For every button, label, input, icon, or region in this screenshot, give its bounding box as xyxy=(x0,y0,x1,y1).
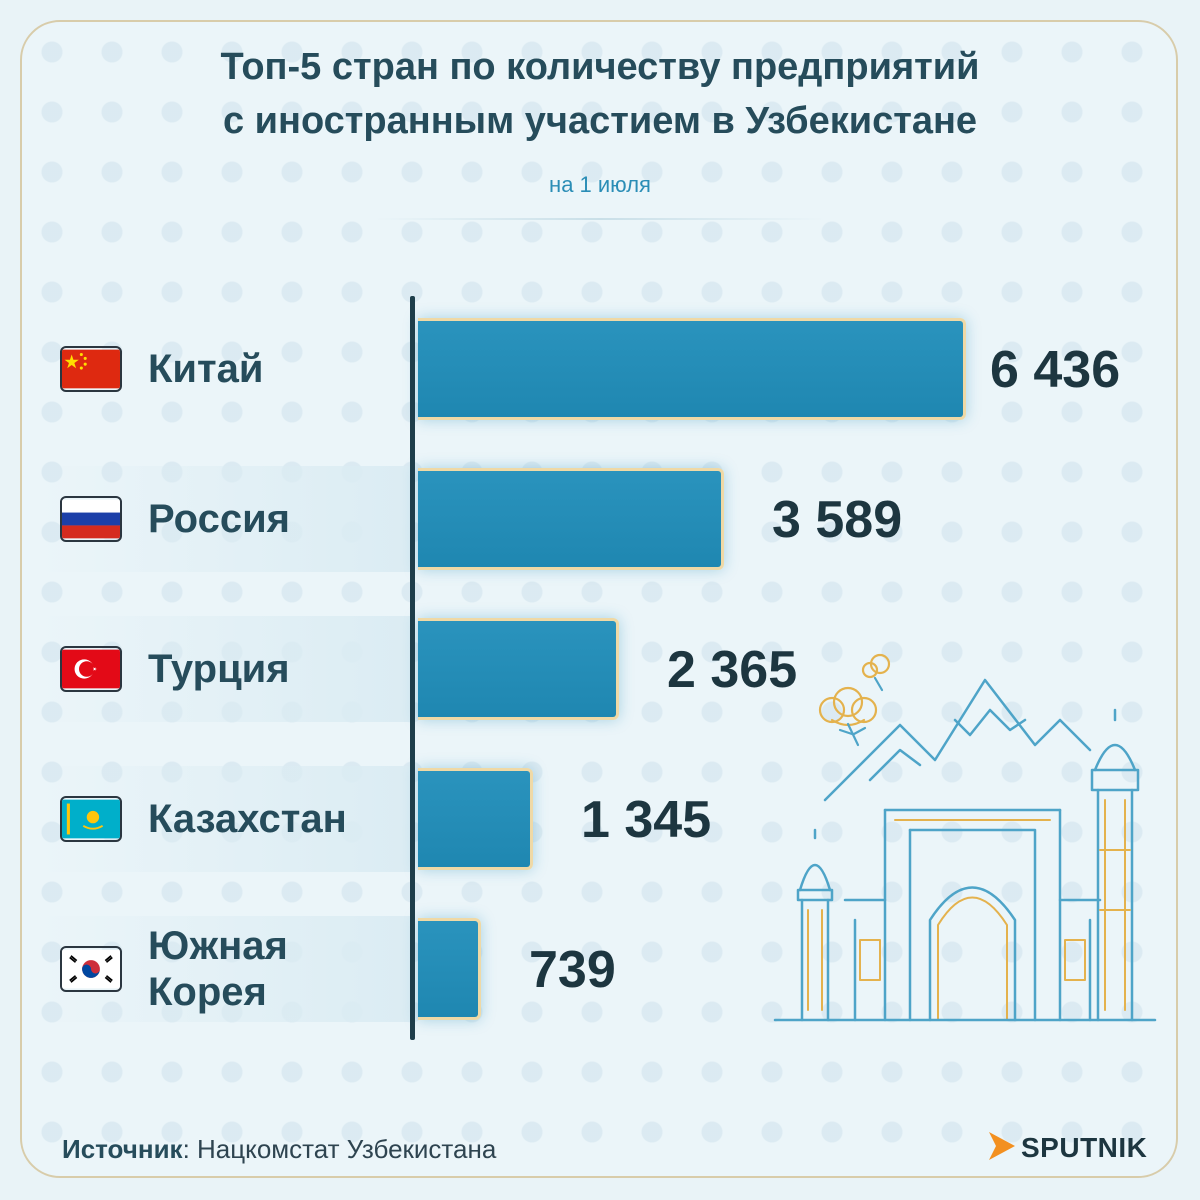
source-note: Источник: Нацкомстат Узбекистана xyxy=(62,1134,496,1165)
value-label-turkey: 2 365 xyxy=(667,641,798,699)
value-label-russia: 3 589 xyxy=(772,491,903,549)
country-label-south-korea: Южная Корея xyxy=(148,923,288,1015)
country-label-kazakhstan: Казахстан xyxy=(148,796,347,842)
country-label-china: Китай xyxy=(148,346,263,392)
country-label-russia: Россия xyxy=(148,496,290,542)
sputnik-arrow-icon xyxy=(989,1132,1015,1160)
chart-title-line2: с иностранным участием в Узбекистане xyxy=(222,100,978,142)
country-label-line: Корея xyxy=(148,970,267,1014)
country-label-line: Южная xyxy=(148,924,288,968)
brand-name: SPUTNIK xyxy=(1021,1132,1148,1163)
chart-title: Топ-5 стран по количеству предприятий с … xyxy=(0,40,1200,148)
right-minaret-icon xyxy=(1090,708,1140,1022)
country-label-line: Россия xyxy=(148,497,291,541)
bar-kazakhstan xyxy=(418,768,533,870)
china-flag-icon xyxy=(60,346,122,392)
bar-china xyxy=(418,318,966,420)
value-label-china: 6 436 xyxy=(990,341,1121,399)
turkey-flag-icon xyxy=(60,646,122,692)
uzbek-architecture-illustration xyxy=(773,653,1157,1022)
bar-russia xyxy=(418,468,724,570)
country-label-line: Китай xyxy=(148,347,264,391)
mountains-icon xyxy=(823,678,1092,802)
country-label-line: Казахстан xyxy=(148,797,347,841)
value-label-south-korea: 739 xyxy=(529,941,616,999)
subtitle-divider xyxy=(375,218,825,220)
source-text: : Нацкомстат Узбекистана xyxy=(182,1134,497,1164)
country-label-turkey: Турция xyxy=(148,646,290,692)
bar-turkey xyxy=(418,618,619,720)
chart-title-line1: Топ-5 стран по количеству предприятий xyxy=(220,46,980,88)
cotton-flower-icon xyxy=(818,653,891,727)
kazakhstan-flag-icon xyxy=(60,796,122,842)
country-label-line: Турция xyxy=(148,647,290,691)
source-label: Источник xyxy=(62,1134,183,1164)
russia-flag-icon xyxy=(60,496,122,542)
madrasa-icon xyxy=(843,808,1102,1022)
value-label-kazakhstan: 1 345 xyxy=(581,791,712,849)
south-korea-flag-icon xyxy=(60,946,122,992)
bar-south-korea xyxy=(418,918,481,1020)
left-minaret-icon xyxy=(796,828,834,1022)
sputnik-logo: SPUTNIK xyxy=(985,1128,1165,1168)
chart-subtitle: на 1 июля xyxy=(549,172,651,197)
category-axis-line xyxy=(410,296,415,1040)
